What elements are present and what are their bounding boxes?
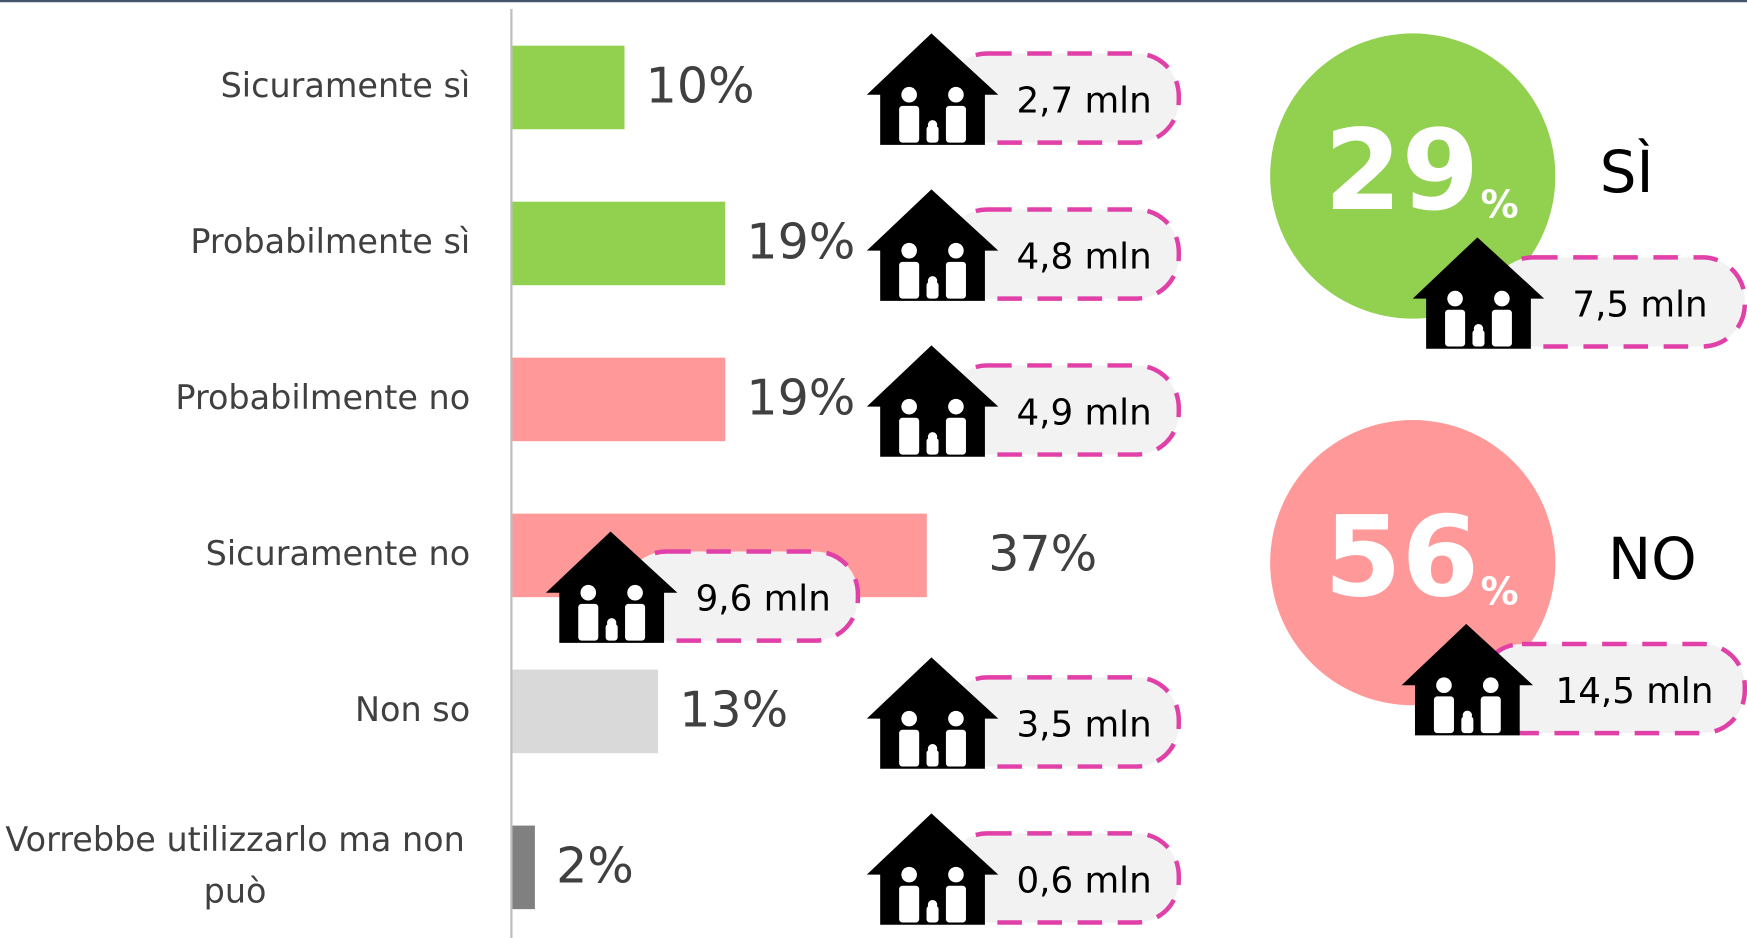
person-body [899,885,920,923]
person-head [948,398,964,415]
household-label: 7,5 mln [1572,284,1707,325]
household-label: 14,5 mln [1556,671,1714,712]
person-head [948,866,964,883]
household-label: 4,9 mln [1016,392,1151,433]
household-badge: 4,8 mln [866,189,1182,301]
value-label: 19% [746,369,855,427]
person-body [899,417,920,455]
person-body [945,261,966,299]
household-badge: 2,7 mln [866,33,1182,145]
household-badge: 0,6 mln [866,813,1182,925]
person-head [901,710,917,727]
category-text: Probabilmente sì [190,222,471,262]
person-body [578,603,599,641]
household-label: 0,6 mln [1016,860,1151,901]
person-head [901,866,917,883]
top-rule [0,0,1747,3]
category-text: Sicuramente sì [220,66,471,106]
person-body [926,749,939,767]
value-label: 13% [679,681,788,739]
person-body [945,885,966,923]
person-head [948,242,964,259]
person-body [899,729,920,767]
person-head [1447,290,1463,307]
category-text: Non so [355,690,471,730]
summary-value: 29 [1324,107,1479,236]
category-text: Sicuramente no [205,534,471,574]
person-body [945,105,966,143]
person-head [580,584,597,601]
value-label: 37% [988,525,1097,583]
person-body [945,729,966,767]
category-text: Probabilmente no [175,378,471,418]
household-badge: 14,5 mln [1401,623,1747,736]
person-head [1494,290,1510,307]
bar [512,45,625,130]
person-head [948,710,964,727]
person-body [926,281,939,299]
household-label: 3,5 mln [1016,704,1151,745]
person-head [1436,677,1452,694]
category-label: Probabilmente no [0,343,470,454]
person-body [605,623,618,641]
category-text: Vorrebbe utilizzarlo ma non può [5,821,465,912]
household-badge: 3,5 mln [866,657,1182,769]
person-body [1433,696,1454,734]
summary-value: 56 [1324,494,1479,623]
summary-unit: % [1481,183,1519,227]
person-head [901,242,917,259]
person-body [945,417,966,455]
person-body [1491,309,1512,347]
summary-name: SÌ [1600,137,1654,206]
person-body [1445,309,1466,347]
value-label: 19% [746,213,855,271]
household-badge: 7,5 mln [1412,237,1747,349]
bar [512,825,535,910]
person-body [899,261,920,299]
person-head [948,86,964,103]
value-label: 2% [556,837,634,895]
household-badge: 9,6 mln [545,531,861,643]
person-body [1461,716,1474,734]
summary-unit: % [1481,569,1519,613]
person-body [926,905,939,923]
category-label: Sicuramente no [0,499,471,610]
category-label: Probabilmente sì [0,187,470,298]
person-body [625,603,646,641]
bar [512,201,726,286]
person-head [627,584,643,601]
household-label: 9,6 mln [696,579,831,620]
person-head [1482,677,1499,694]
category-label: Sicuramente sì [0,31,471,142]
person-head [901,86,917,103]
summary-circle [1270,420,1556,706]
person-body [899,105,920,143]
household-label: 4,8 mln [1016,236,1151,277]
category-label: Vorrebbe utilizzarlo ma non può [0,811,470,922]
person-head [901,398,917,415]
bar [512,669,659,754]
category-label: Non so [0,655,470,766]
bar [512,357,726,442]
person-body [1472,329,1485,347]
household-badge: 4,9 mln [866,345,1182,457]
value-label: 10% [646,57,755,115]
household-label: 2,7 mln [1016,81,1151,122]
person-body [926,437,939,455]
person-body [926,125,939,143]
person-body [1480,696,1501,734]
summary-name: NO [1608,525,1697,593]
